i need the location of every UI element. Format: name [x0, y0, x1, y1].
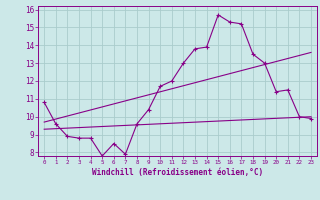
X-axis label: Windchill (Refroidissement éolien,°C): Windchill (Refroidissement éolien,°C): [92, 168, 263, 177]
